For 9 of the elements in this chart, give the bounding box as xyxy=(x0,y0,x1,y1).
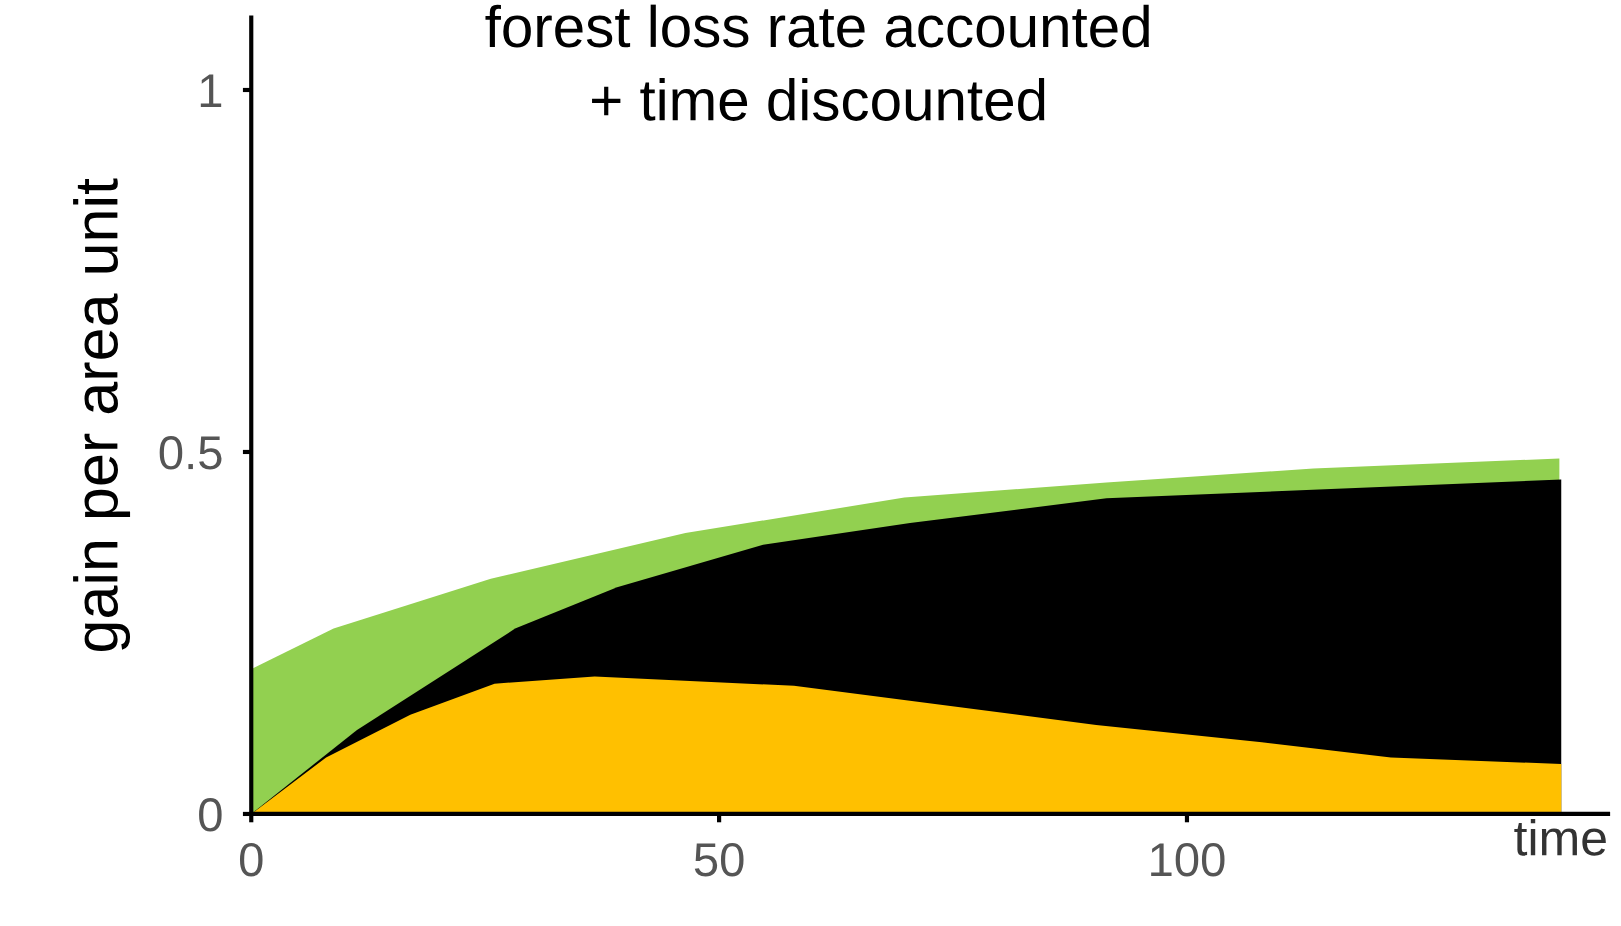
y-axis-title: gain per area unit xyxy=(73,178,131,651)
y-tick-label: 0 xyxy=(199,798,222,832)
y-tick-label: 1 xyxy=(200,74,222,108)
chart-title: forest loss rate accounted + time discounted xyxy=(485,4,1149,121)
x-tick-label: 100 xyxy=(1151,842,1225,877)
x-tick-label: 0 xyxy=(239,842,263,877)
x-axis-title: time xyxy=(1514,819,1606,856)
x-tick-label: 50 xyxy=(694,842,744,877)
y-tick-label: 0.5 xyxy=(159,436,222,470)
